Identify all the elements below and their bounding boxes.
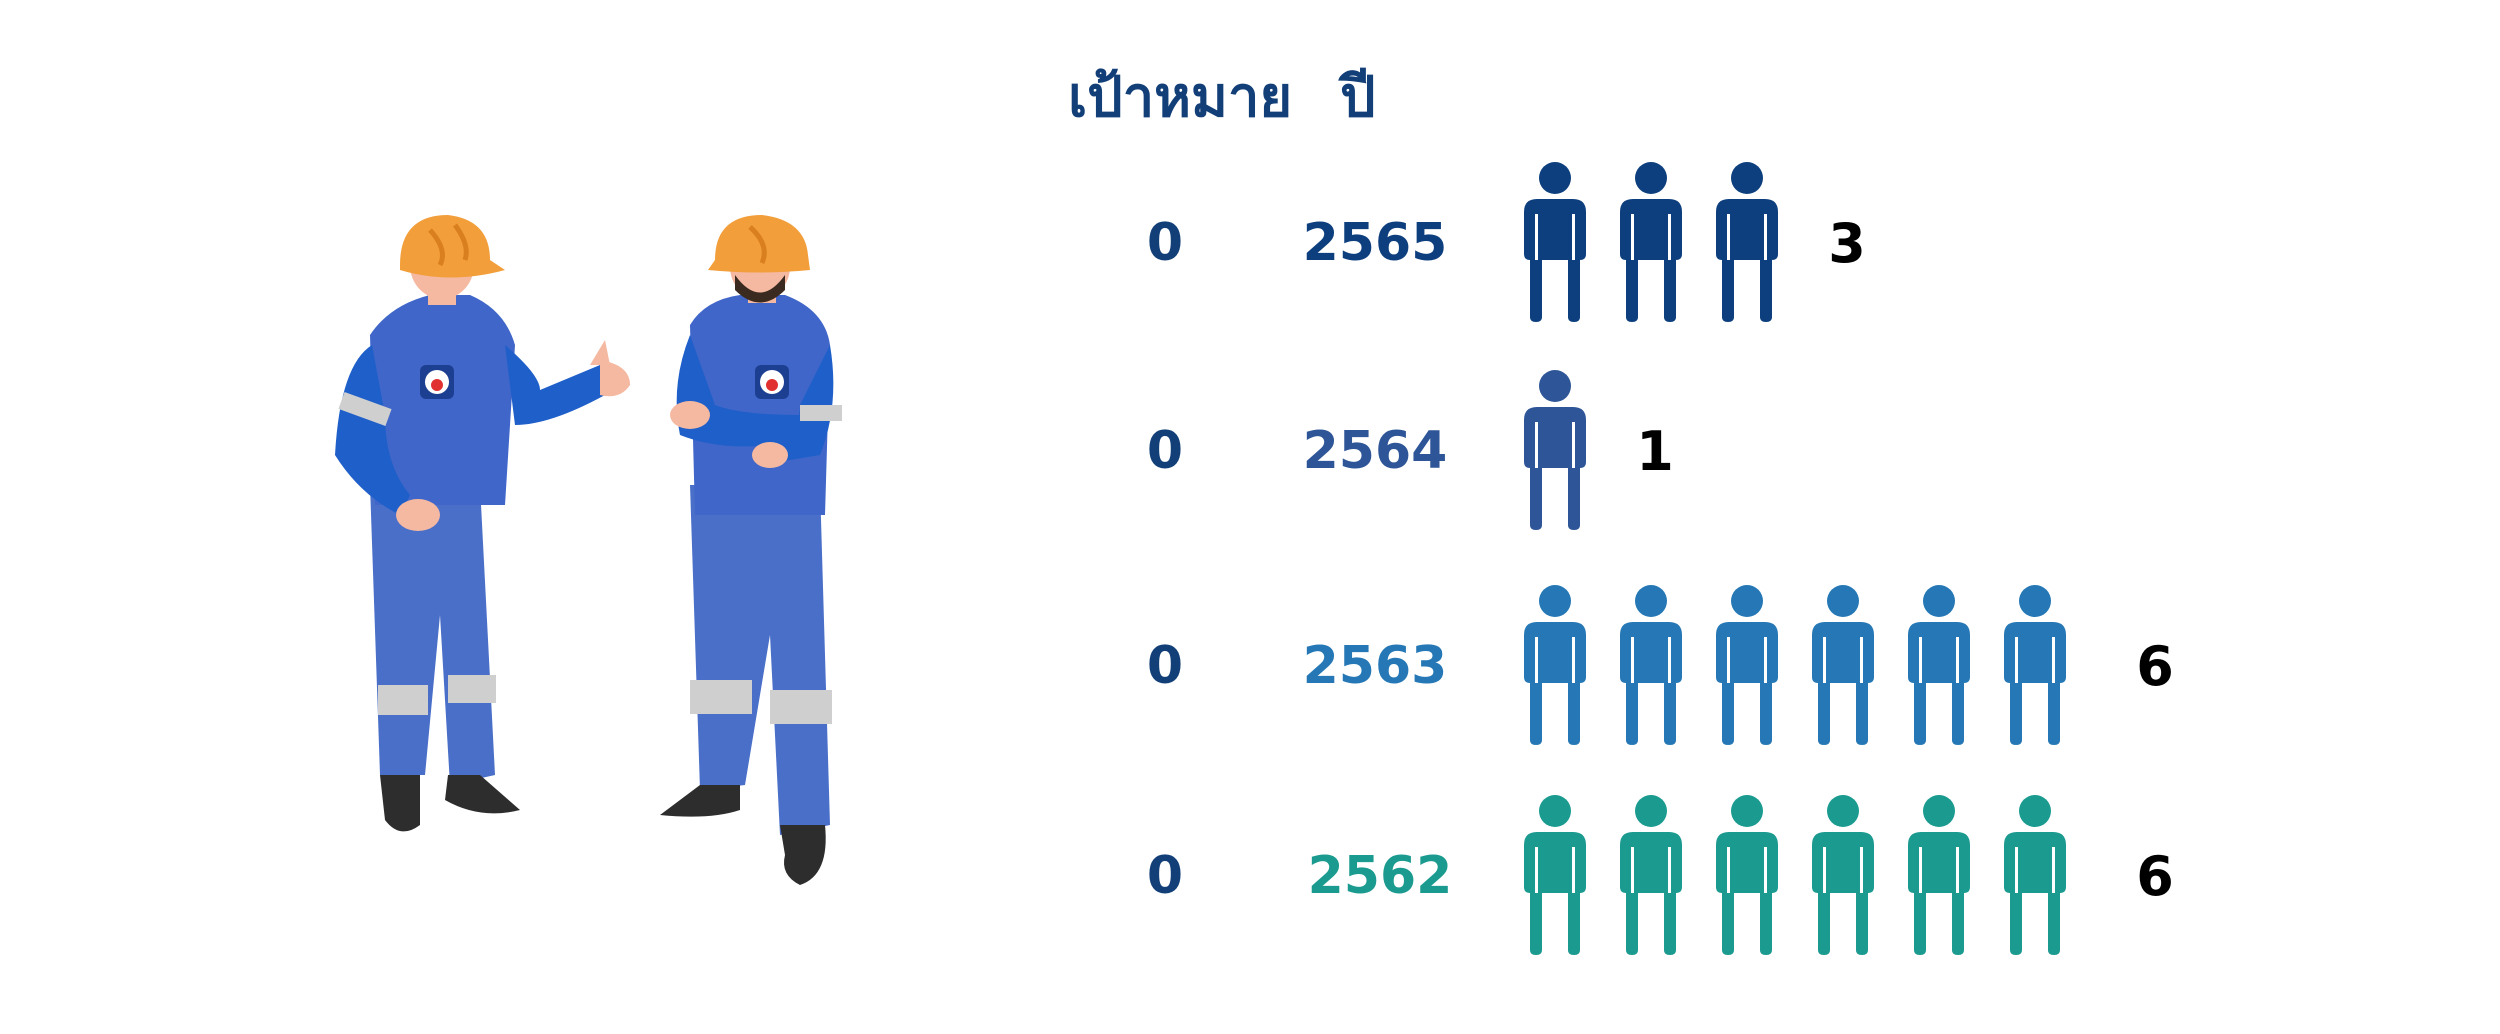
worker-right-icon — [660, 215, 842, 885]
row-count-label: 1 — [1636, 420, 1674, 483]
row-target-value: 0 — [1147, 636, 1183, 696]
person-icon — [1524, 585, 1586, 745]
row-count-label: 6 — [2136, 845, 2174, 908]
row-count-label: 6 — [2136, 635, 2174, 698]
row-target-value: 0 — [1147, 846, 1183, 906]
row-year-label: 2562 — [1308, 846, 1453, 906]
person-icon — [1524, 370, 1586, 530]
person-icon — [1524, 795, 1586, 955]
row-target-value: 0 — [1147, 213, 1183, 273]
row-year-label: 2565 — [1303, 213, 1448, 273]
row-year-label: 2564 — [1303, 421, 1448, 481]
row-count-label: 3 — [1828, 212, 1866, 275]
row-target-value: 0 — [1147, 421, 1183, 481]
person-icon — [1716, 795, 1778, 955]
header-target: เป้าหมาย — [1068, 65, 1293, 130]
person-icon — [1716, 162, 1778, 322]
person-icon — [1812, 795, 1874, 955]
two-workers-illustration — [335, 215, 842, 885]
person-icon — [1908, 795, 1970, 955]
person-icon — [1620, 162, 1682, 322]
person-icon — [1524, 162, 1586, 322]
person-icon — [1620, 585, 1682, 745]
person-icon — [1812, 585, 1874, 745]
person-icon — [1908, 585, 1970, 745]
row-year-label: 2563 — [1303, 636, 1448, 696]
worker-left-icon — [335, 215, 630, 832]
person-icon — [1716, 585, 1778, 745]
header-year: ปี — [1340, 65, 1376, 130]
person-icon — [2004, 585, 2066, 745]
person-icon — [1620, 795, 1682, 955]
person-icon — [2004, 795, 2066, 955]
